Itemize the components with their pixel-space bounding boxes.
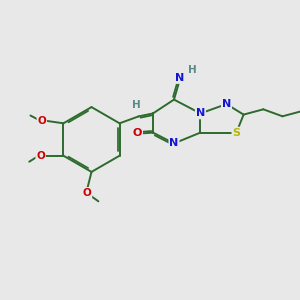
Text: H: H <box>132 100 141 110</box>
Text: N: N <box>175 73 184 83</box>
Text: H: H <box>188 64 196 75</box>
Text: N: N <box>169 138 178 148</box>
Text: N: N <box>222 99 231 109</box>
Text: N: N <box>196 108 205 118</box>
Text: O: O <box>133 128 142 139</box>
Text: O: O <box>82 188 91 198</box>
Text: O: O <box>36 151 45 161</box>
Text: S: S <box>232 128 240 138</box>
Text: O: O <box>38 116 46 126</box>
